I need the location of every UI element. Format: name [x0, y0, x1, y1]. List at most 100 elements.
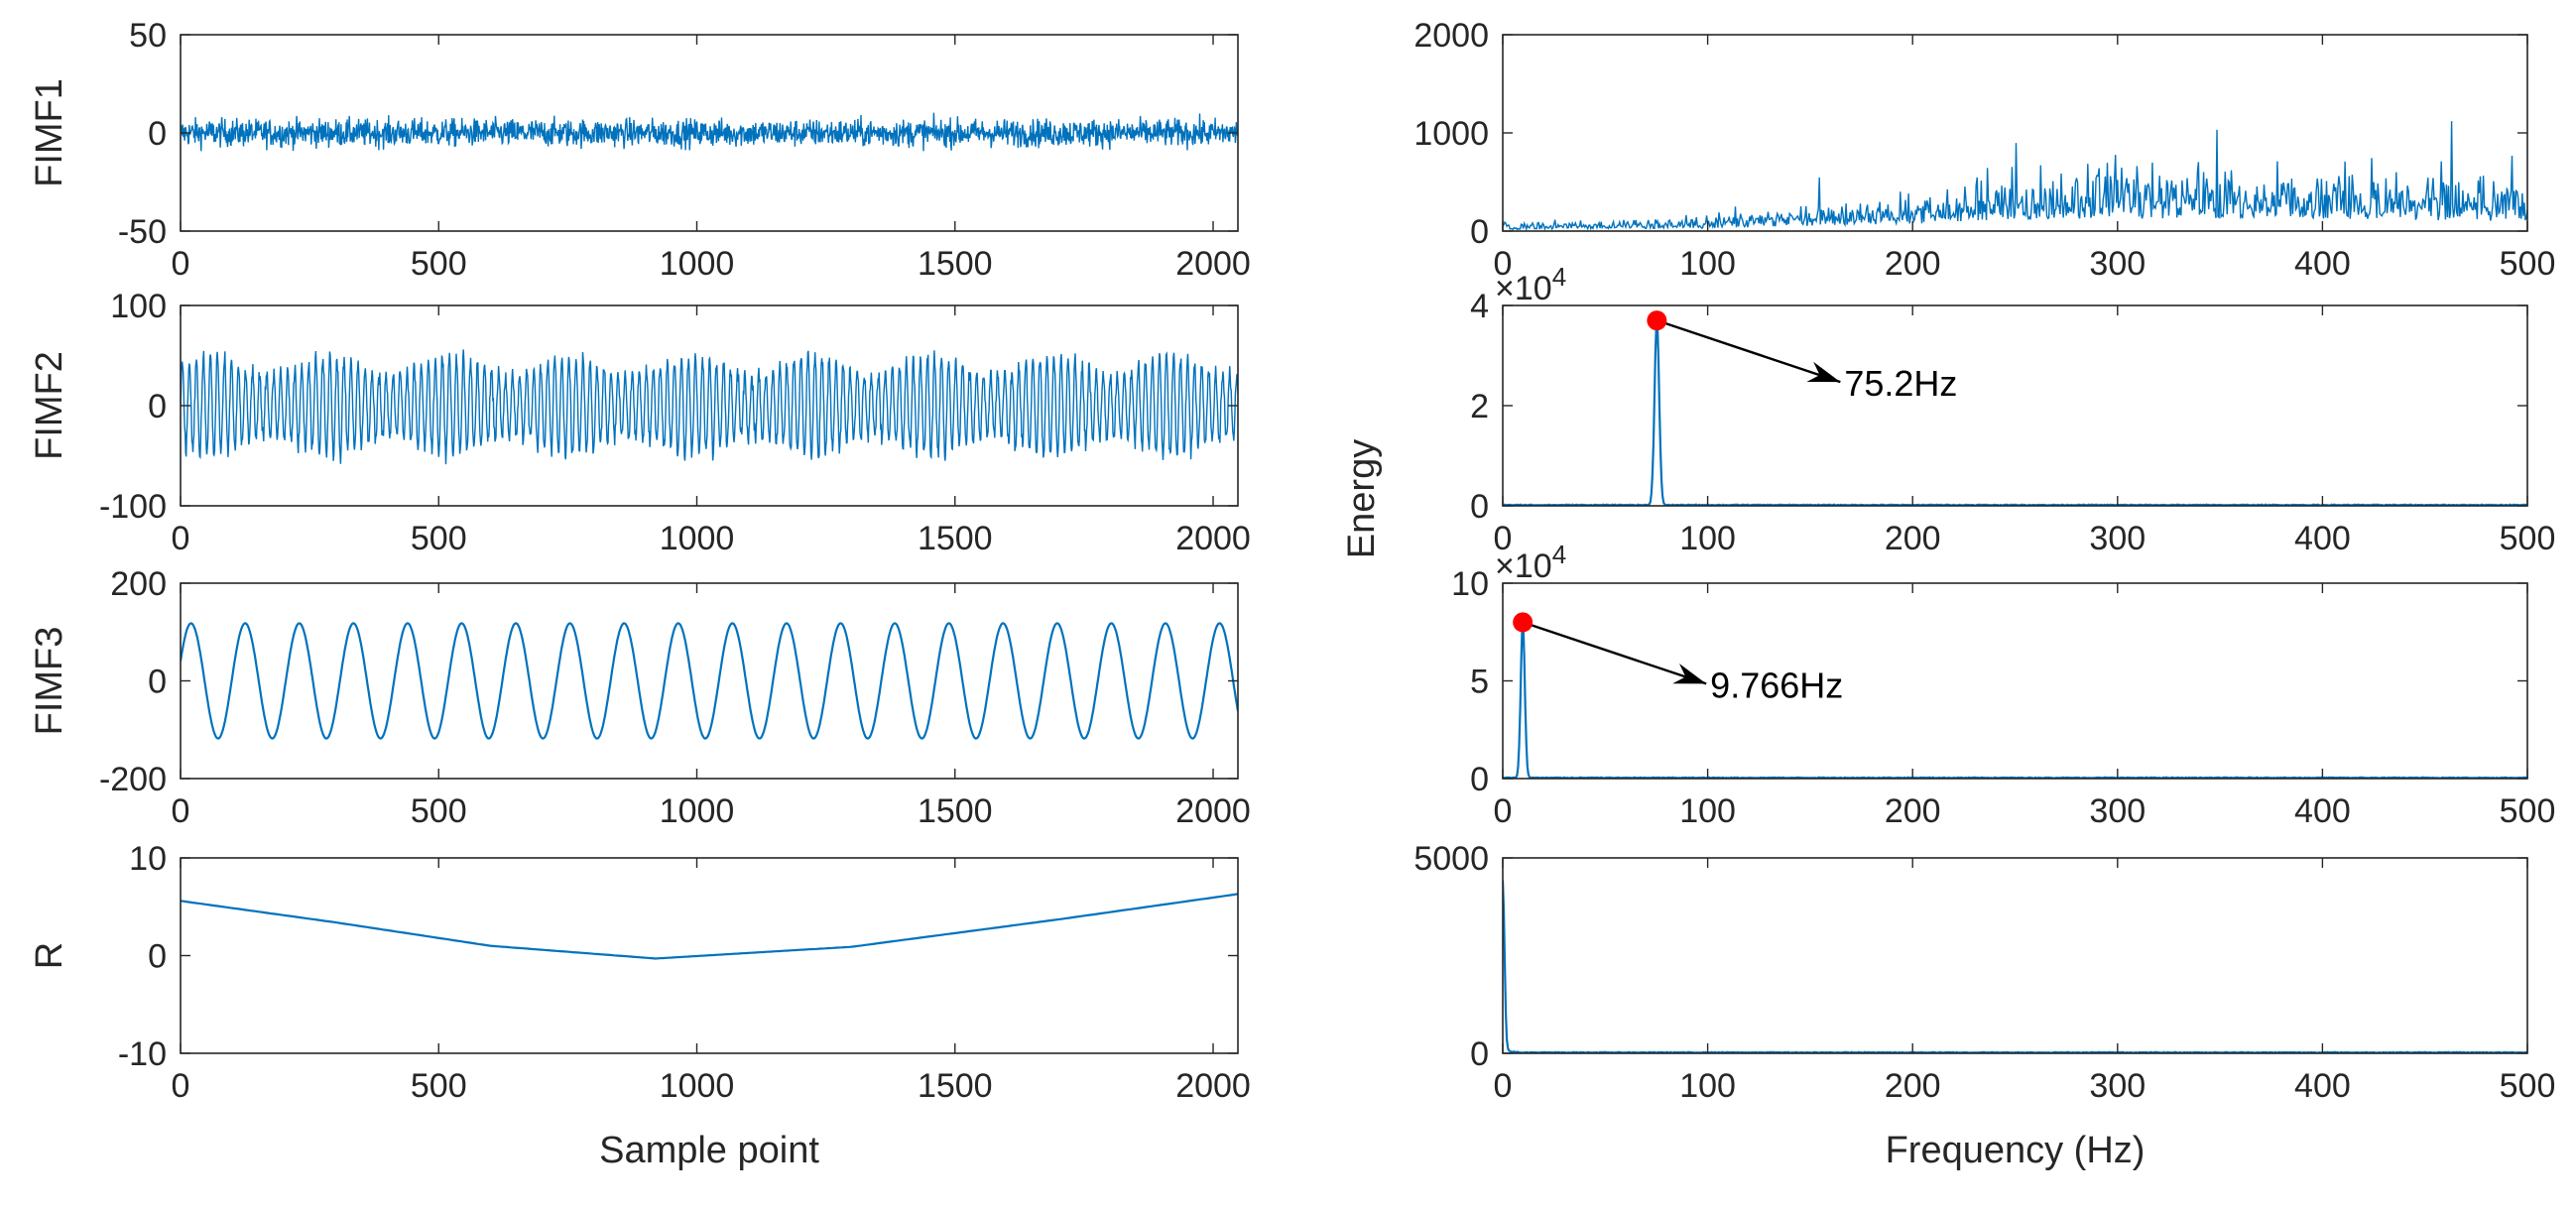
x-tick-label-t2: 500	[411, 520, 467, 557]
axes-box-s3	[1502, 582, 2528, 780]
y-axis-label-t1: FIMF1	[29, 78, 70, 187]
y-axis-label-t4: R	[29, 942, 70, 969]
x-tick-label-t3: 1000	[660, 792, 735, 830]
x-tick-label-t3: 0	[172, 792, 190, 830]
y-tick-label-t3: -200	[99, 761, 167, 798]
x-tick-label-s2: 100	[1679, 520, 1736, 557]
annotation-label-s3: 9.766Hz	[1710, 665, 1843, 705]
y-tick-label-t1: 50	[129, 17, 167, 55]
exponent-label-s3: ×104	[1495, 540, 1566, 585]
x-tick-label-t2: 1500	[918, 520, 993, 557]
x-tick-label-s2: 300	[2089, 520, 2146, 557]
x-tick-label-t2: 1000	[660, 520, 735, 557]
x-tick-label-s3: 500	[2500, 792, 2556, 830]
panel-s1: 0 100 200 300 400 500 0 1000 2000	[1413, 17, 2555, 283]
series-line-t4	[181, 893, 1238, 960]
annotation-arrowhead-s2	[1806, 361, 1841, 383]
x-tick-label-t1: 500	[411, 245, 467, 283]
x-tick-label-s2: 500	[2500, 520, 2556, 557]
exponent-label-s2: ×104	[1495, 262, 1566, 307]
series-line-s4	[1503, 880, 2527, 1053]
y-tick-label-s2: 0	[1470, 488, 1489, 526]
x-tick-label-s1: 300	[2089, 245, 2146, 283]
x-tick-label-s1: 100	[1679, 245, 1736, 283]
y-tick-label-s3: 5	[1470, 664, 1489, 701]
y-tick-label-t2: 0	[148, 388, 167, 425]
annotation-label-s2: 75.2Hz	[1844, 363, 1957, 404]
x-tick-label-t4: 2000	[1175, 1067, 1251, 1105]
x-tick-label-s4: 0	[1494, 1067, 1513, 1105]
y-tick-label-t2: 100	[110, 288, 167, 325]
y-tick-label-s1: 2000	[1413, 17, 1489, 55]
series-line-t2	[181, 349, 1238, 465]
y-tick-label-s2: 4	[1470, 288, 1489, 325]
x-tick-label-s3: 200	[1885, 792, 1941, 830]
x-tick-label-s2: 400	[2294, 520, 2351, 557]
series-line-t1	[181, 112, 1238, 152]
x-tick-label-s1: 500	[2500, 245, 2556, 283]
series-line-s3	[1503, 623, 2527, 779]
x-tick-label-s4: 500	[2500, 1067, 2556, 1105]
y-tick-label-s4: 5000	[1413, 840, 1489, 878]
x-tick-label-s3: 0	[1494, 792, 1513, 830]
y-axis-label-t3: FIMF3	[29, 627, 70, 736]
x-tick-label-s4: 100	[1679, 1067, 1736, 1105]
panel-s2: 0 100 200 300 400 500 0 2 4 ×104 75.2Hz	[1470, 262, 2555, 557]
y-tick-label-s3: 10	[1451, 565, 1489, 603]
y-tick-label-t1: 0	[148, 115, 167, 153]
x-tick-label-t4: 0	[172, 1067, 190, 1105]
panel-s3: 0 100 200 300 400 500 0 5 10 ×104 9.766Hz	[1451, 540, 2555, 830]
series-line-t3	[181, 622, 1238, 740]
y-tick-label-t1: -50	[118, 213, 167, 251]
x-tick-label-t2: 2000	[1175, 520, 1251, 557]
x-tick-label-t4: 1000	[660, 1067, 735, 1105]
x-tick-label-s2: 0	[1494, 520, 1513, 557]
annotation-arrowhead-s3	[1672, 664, 1707, 684]
y-tick-label-t4: 0	[148, 938, 167, 976]
x-tick-label-s4: 400	[2294, 1067, 2351, 1105]
x-tick-label-t3: 500	[411, 792, 467, 830]
x-tick-label-t3: 2000	[1175, 792, 1251, 830]
y-tick-label-t3: 0	[148, 664, 167, 701]
y-tick-label-t2: -100	[99, 488, 167, 526]
x-tick-label-t2: 0	[172, 520, 190, 557]
y-tick-label-s2: 2	[1470, 388, 1489, 425]
x-tick-label-t1: 2000	[1175, 245, 1251, 283]
x-tick-label-t1: 0	[172, 245, 190, 283]
y-tick-label-s1: 1000	[1413, 115, 1489, 153]
x-tick-label-t4: 500	[411, 1067, 467, 1105]
y-tick-label-t3: 200	[110, 565, 167, 603]
series-line-s1	[1503, 121, 2527, 231]
y-tick-label-s3: 0	[1470, 761, 1489, 798]
y-tick-label-s1: 0	[1470, 213, 1489, 251]
x-axis-label-s4: Frequency (Hz)	[1886, 1130, 2146, 1171]
peak-marker-s2	[1647, 310, 1667, 331]
series-line-s2	[1503, 321, 2527, 506]
x-axis-label-t4: Sample point	[599, 1130, 819, 1171]
x-tick-label-s1: 0	[1494, 245, 1513, 283]
annotation-arrow-s3	[1522, 621, 1707, 685]
annotation-arrow-s2	[1656, 319, 1841, 384]
x-tick-label-s4: 300	[2089, 1067, 2146, 1105]
x-tick-label-t1: 1500	[918, 245, 993, 283]
x-tick-label-s1: 400	[2294, 245, 2351, 283]
x-tick-label-s3: 400	[2294, 792, 2351, 830]
peak-marker-s3	[1513, 612, 1533, 633]
x-tick-label-s2: 200	[1885, 520, 1941, 557]
x-tick-label-s4: 200	[1885, 1067, 1941, 1105]
shared-energy-label: Energy	[1341, 439, 1383, 558]
y-axis-label-t2: FIMF2	[29, 351, 70, 460]
x-tick-label-t3: 1500	[918, 792, 993, 830]
y-tick-label-t4: 10	[129, 840, 167, 878]
y-tick-label-t4: -10	[118, 1035, 167, 1073]
x-tick-label-t4: 1500	[918, 1067, 993, 1105]
y-tick-label-s4: 0	[1470, 1035, 1489, 1073]
x-tick-label-s3: 300	[2089, 792, 2146, 830]
x-tick-label-s1: 200	[1885, 245, 1941, 283]
